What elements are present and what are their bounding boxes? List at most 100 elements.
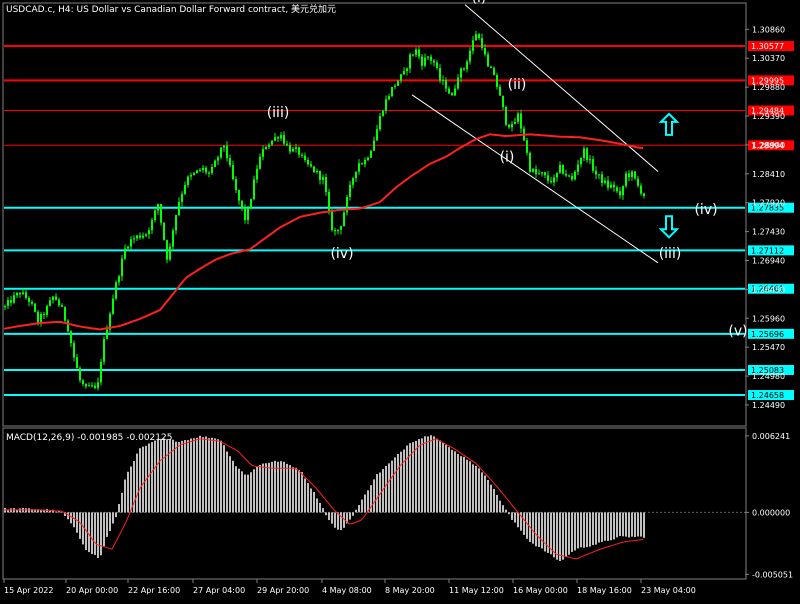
level-price-label: 1.27112 [751, 246, 784, 255]
level-price-tag [748, 245, 794, 256]
time-axis-label: 23 May 04:00 [641, 586, 696, 595]
candle-body [226, 145, 228, 159]
candle-body [31, 301, 33, 304]
candle-body [325, 177, 327, 192]
candle-body [445, 80, 447, 89]
candle-body [13, 295, 15, 303]
candle-body [235, 179, 237, 191]
candle-body [433, 60, 435, 63]
candle-body [259, 156, 261, 169]
price-axis-label: 1.27430 [752, 228, 785, 237]
candle-body [22, 292, 24, 295]
candle-body [418, 49, 420, 57]
candle-body [577, 164, 579, 172]
price-axis-label: 1.29390 [752, 112, 785, 121]
candle-body [328, 191, 330, 212]
candle-body [508, 124, 510, 128]
level-price-tag [748, 328, 794, 339]
macd-pane[interactable] [4, 435, 745, 561]
candle-body [313, 166, 315, 173]
candle-body [643, 193, 645, 197]
candle-body [124, 248, 126, 259]
candle-body [130, 239, 132, 247]
wave-label: (iii) [659, 246, 682, 262]
candle-body [49, 300, 51, 306]
candle-body [448, 88, 450, 94]
arrow-down-icon [658, 215, 680, 239]
arrow-up-icon [658, 112, 680, 136]
candle-body [511, 123, 513, 128]
candle-body [478, 34, 480, 39]
wave-label: (i) [500, 149, 515, 165]
level-price-tag [748, 75, 794, 86]
moving-average-line[interactable] [3, 133, 643, 331]
candle-body [466, 61, 468, 70]
level-price-label: 1.27835 [751, 204, 784, 213]
candle-body [316, 170, 318, 173]
candle-body [19, 292, 21, 295]
candle-body [562, 164, 564, 174]
candle-body [544, 172, 546, 176]
candle-body [256, 168, 258, 180]
candle-body [202, 167, 204, 171]
candle-body [94, 385, 96, 389]
candle-body [88, 385, 90, 387]
candle-body [184, 184, 186, 194]
candle-body [322, 177, 324, 180]
candle-body [559, 164, 561, 173]
candle-body [565, 173, 567, 176]
candle-body [319, 170, 321, 180]
candle-body [487, 54, 489, 67]
candle-body [196, 170, 198, 174]
candle-body [550, 180, 552, 183]
macd-signal-line[interactable] [4, 438, 644, 560]
candle-body [100, 361, 102, 383]
channel-trendline[interactable] [411, 94, 659, 264]
candle-body [517, 113, 519, 122]
wave-label: (iii) [267, 105, 290, 121]
candle-body [85, 384, 87, 387]
macd-indicator-label: MACD(12,26,9) -0.001985 -0.002125 [6, 433, 172, 443]
level-price-label: 1.26461 [751, 285, 784, 294]
price-pane[interactable]: (i) (ii) (iii) (i) (iv) (iv) (iii) (v) [3, 0, 748, 397]
candle-body [580, 157, 582, 165]
candle-body [439, 67, 441, 81]
level-price-tag [748, 140, 794, 151]
candle-body [139, 235, 141, 238]
candle-body [241, 200, 243, 209]
candle-body [430, 56, 432, 61]
macd-pane-border [2, 427, 747, 580]
channel-trendline[interactable] [464, 4, 659, 172]
price-axis-label: 1.25960 [752, 314, 785, 323]
macd-axis-label: 0.006241 [752, 432, 790, 441]
candle-body [490, 66, 492, 69]
candle-body [136, 235, 138, 239]
candle-body [10, 300, 12, 303]
price-pane-border [2, 2, 747, 427]
candle-body [190, 175, 192, 177]
time-axis-label: 27 Apr 04:00 [193, 586, 245, 595]
candle-body [55, 296, 57, 300]
level-price-label: 1.25083 [751, 366, 784, 375]
candle-body [361, 163, 363, 165]
candle-body [493, 68, 495, 76]
candle-body [619, 191, 621, 196]
candle-body [277, 137, 279, 139]
candle-body [406, 68, 408, 72]
level-price-tag [748, 202, 794, 213]
candle-body [262, 149, 264, 157]
candle-body [250, 199, 252, 209]
candle-body [115, 282, 117, 299]
candle-body [454, 88, 456, 96]
candle-body [388, 96, 390, 100]
candle-body [91, 385, 93, 387]
candle-body [220, 147, 222, 158]
candle-body [451, 93, 453, 96]
candle-body [271, 140, 273, 145]
candle-body [583, 148, 585, 158]
candle-body [484, 48, 486, 55]
candle-body [364, 160, 366, 165]
candle-body [427, 56, 429, 58]
